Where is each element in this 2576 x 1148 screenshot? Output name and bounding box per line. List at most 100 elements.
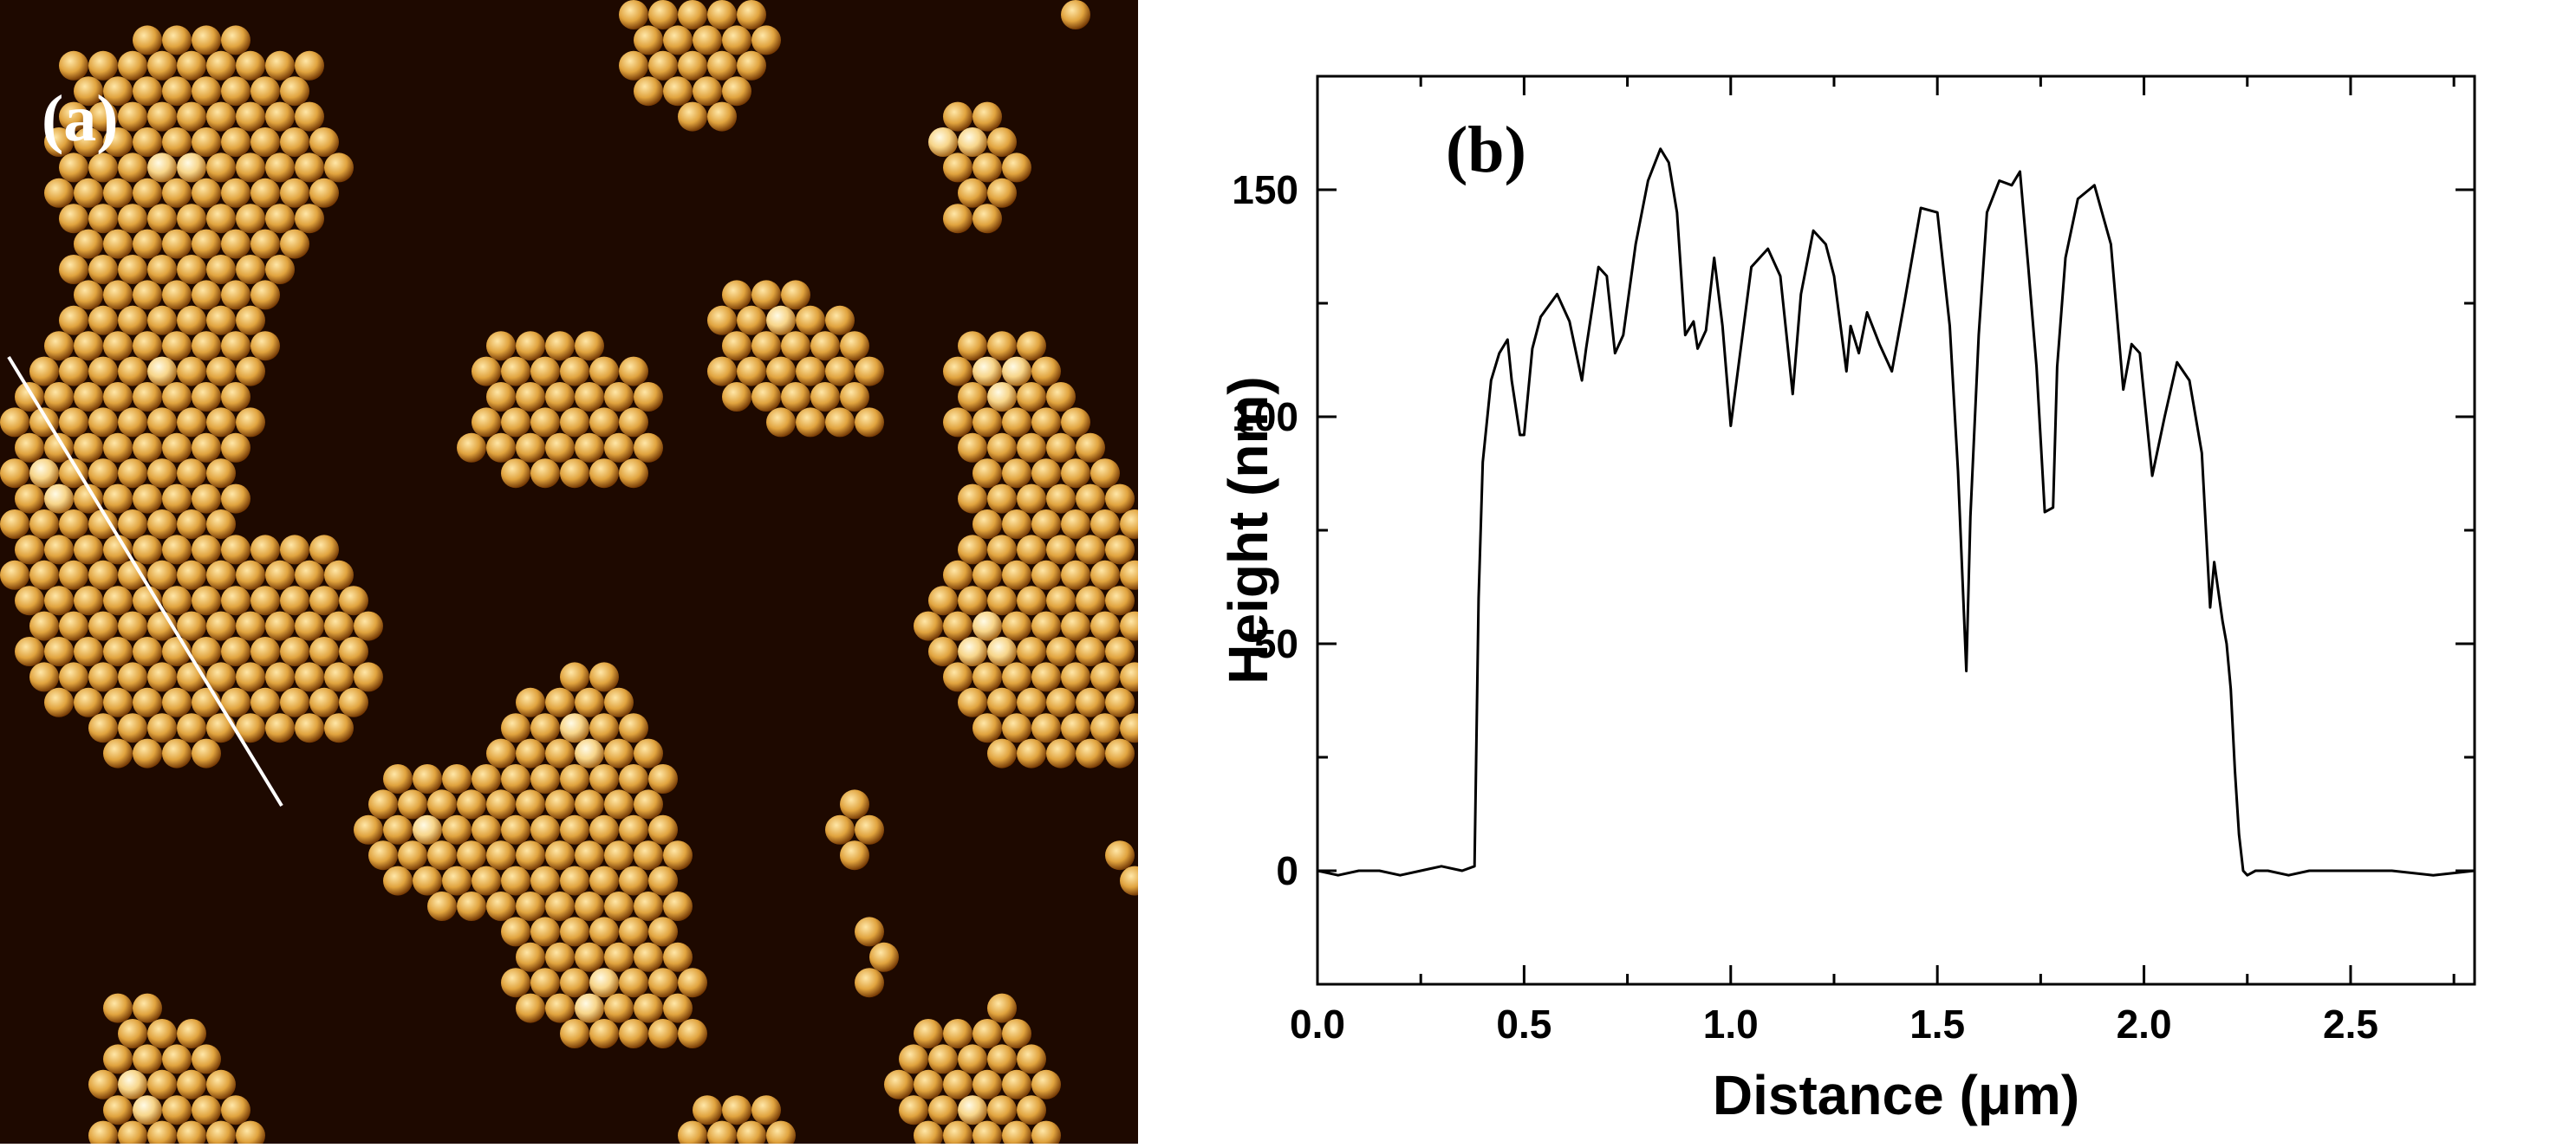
nanosphere	[1076, 738, 1105, 769]
nanosphere	[486, 789, 516, 820]
nanosphere	[928, 1095, 958, 1125]
nanosphere	[383, 866, 413, 896]
nanosphere	[663, 993, 693, 1023]
nanosphere	[206, 713, 236, 743]
nanosphere	[1046, 535, 1076, 565]
nanosphere	[295, 204, 324, 234]
nanosphere	[958, 586, 987, 616]
nanosphere	[15, 535, 44, 565]
profile-scan-line	[7, 355, 283, 807]
nanosphere	[472, 814, 501, 845]
nanosphere	[516, 432, 545, 463]
nanosphere	[295, 152, 324, 183]
nanosphere	[206, 356, 236, 386]
nanosphere	[15, 586, 44, 616]
nanosphere	[118, 509, 147, 539]
nanosphere	[44, 687, 74, 717]
nanosphere	[545, 432, 575, 463]
nanosphere	[1061, 560, 1090, 590]
nanosphere	[486, 331, 516, 361]
nanosphere	[604, 382, 634, 412]
x-tick-label: 1.5	[1909, 1002, 1965, 1047]
panel-b-label: (b)	[1446, 114, 1526, 186]
nanosphere	[177, 1019, 206, 1048]
nanosphere	[192, 280, 221, 310]
nanosphere	[59, 611, 88, 641]
nanosphere	[413, 866, 442, 896]
nanosphere	[958, 432, 987, 463]
nanosphere	[987, 586, 1017, 616]
nanosphere	[516, 942, 545, 972]
nanosphere	[250, 331, 280, 361]
nanosphere	[1120, 509, 1138, 539]
nanosphere	[103, 586, 133, 616]
nanosphere	[192, 687, 221, 717]
nanosphere	[619, 764, 648, 794]
nanosphere	[1061, 0, 1090, 29]
nanosphere	[825, 407, 855, 438]
nanosphere	[265, 255, 295, 284]
nanosphere	[545, 993, 575, 1023]
nanosphere	[1105, 637, 1135, 666]
nanosphere	[192, 127, 221, 157]
nanosphere	[634, 840, 663, 871]
nanosphere	[133, 331, 162, 361]
nanosphere	[648, 814, 678, 845]
nanosphere	[118, 152, 147, 183]
nanosphere	[560, 764, 589, 794]
nanosphere	[59, 204, 88, 234]
nanosphere	[162, 1095, 192, 1125]
nanosphere	[1031, 560, 1061, 590]
nanosphere	[973, 509, 1002, 539]
nanosphere	[501, 917, 530, 947]
nanosphere	[280, 127, 309, 157]
nanosphere	[634, 432, 663, 463]
nanosphere	[575, 432, 604, 463]
nanosphere	[118, 1069, 147, 1099]
nanosphere	[103, 637, 133, 666]
nanosphere	[973, 356, 1002, 386]
nanosphere	[339, 687, 368, 717]
nanosphere	[722, 76, 751, 107]
nanosphere	[958, 535, 987, 565]
nanosphere	[530, 713, 560, 743]
nanosphere	[192, 586, 221, 616]
nanosphere	[796, 305, 825, 335]
nanosphere	[192, 432, 221, 463]
nanosphere	[413, 764, 442, 794]
nanosphere	[59, 255, 88, 284]
nanosphere	[192, 1044, 221, 1074]
nanosphere	[722, 25, 751, 55]
nanosphere	[147, 305, 177, 335]
nanosphere	[751, 331, 781, 361]
nanosphere	[589, 764, 619, 794]
nanosphere	[206, 1069, 236, 1099]
nanosphere	[59, 560, 88, 590]
nanosphere	[589, 866, 619, 896]
nanosphere	[472, 356, 501, 386]
nanosphere	[1002, 458, 1031, 489]
nanosphere	[162, 229, 192, 259]
nanosphere	[1002, 1069, 1031, 1099]
height-profile-chart: 0.0 0.5 1.0 1.5 2.0 2.5 0 50 100 150 (b) Distance…	[1153, 0, 2576, 1148]
nanosphere	[44, 127, 74, 157]
nanosphere	[604, 432, 634, 463]
nanosphere	[589, 407, 619, 438]
nanosphere	[545, 789, 575, 820]
nanosphere	[177, 204, 206, 234]
nanosphere	[192, 331, 221, 361]
nanosphere	[221, 127, 250, 157]
nanosphere	[766, 305, 796, 335]
nanosphere	[354, 611, 383, 641]
nanosphere	[973, 1069, 1002, 1099]
nanosphere	[309, 687, 339, 717]
nanosphere	[958, 1044, 987, 1074]
nanosphere	[206, 458, 236, 489]
nanosphere	[855, 917, 884, 947]
nanosphere	[1002, 662, 1031, 692]
nanosphere	[250, 535, 280, 565]
nanosphere	[59, 458, 88, 489]
nanosphere	[987, 331, 1017, 361]
nanosphere	[722, 382, 751, 412]
nanosphere	[147, 255, 177, 284]
